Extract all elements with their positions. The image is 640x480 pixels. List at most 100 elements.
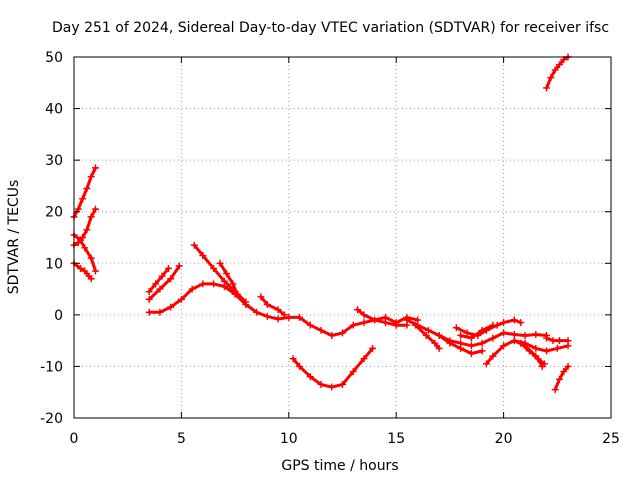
series-arc-19 xyxy=(510,337,546,370)
data-point xyxy=(76,264,84,272)
y-tick-label: 40 xyxy=(45,102,63,118)
series-arc-1 xyxy=(70,164,99,221)
data-point xyxy=(517,339,525,347)
data-point xyxy=(525,347,533,355)
data-point xyxy=(560,368,568,376)
series-line xyxy=(72,166,97,219)
data-point xyxy=(478,347,486,355)
data-point xyxy=(87,213,95,221)
data-point xyxy=(478,339,486,347)
data-point xyxy=(156,308,164,316)
data-point xyxy=(76,236,84,244)
series-arc-9 xyxy=(216,259,241,298)
data-point xyxy=(91,267,99,275)
data-point xyxy=(210,280,218,288)
data-point xyxy=(500,342,508,350)
series-arc-15 xyxy=(435,331,486,358)
series-line xyxy=(545,55,570,90)
data-point xyxy=(534,355,542,363)
data-point xyxy=(551,386,559,394)
x-axis-title: GPS time / hours xyxy=(281,458,398,474)
data-point xyxy=(242,298,250,306)
data-point xyxy=(281,311,289,319)
data-point xyxy=(543,347,551,355)
data-point xyxy=(435,344,443,352)
data-point xyxy=(199,280,207,288)
series-arc-8 xyxy=(190,241,250,306)
data-point xyxy=(564,362,572,370)
data-point xyxy=(87,173,95,181)
series-arc-5 xyxy=(145,264,173,296)
data-point xyxy=(551,66,559,74)
data-point xyxy=(360,319,368,327)
data-point xyxy=(422,331,430,339)
data-point xyxy=(81,244,89,252)
y-tick-label: 20 xyxy=(45,205,63,221)
y-tick-label: -20 xyxy=(40,411,63,427)
series-line xyxy=(484,339,570,366)
data-point xyxy=(87,254,95,262)
data-point xyxy=(296,362,304,370)
data-point xyxy=(424,326,432,334)
data-point xyxy=(403,316,411,324)
data-point xyxy=(274,315,282,323)
plot-frame xyxy=(73,56,612,419)
data-point xyxy=(489,334,497,342)
data-point xyxy=(296,313,304,321)
series-arc-14 xyxy=(412,321,443,352)
data-point xyxy=(339,329,346,337)
data-series xyxy=(70,53,572,394)
series-arc-6 xyxy=(145,262,183,303)
x-tick-labels: 0 5 10 15 20 25 xyxy=(70,431,620,447)
y-tick-label: -10 xyxy=(40,359,63,375)
data-point xyxy=(457,331,465,339)
data-point xyxy=(532,344,540,352)
data-point xyxy=(328,331,336,339)
data-point xyxy=(229,280,237,288)
series-arc-23 xyxy=(543,53,572,92)
data-point xyxy=(555,337,563,345)
data-point xyxy=(81,267,89,275)
data-point xyxy=(156,285,164,293)
data-point xyxy=(145,295,153,303)
data-point xyxy=(349,321,357,329)
data-point xyxy=(167,275,175,283)
data-point xyxy=(532,330,540,338)
data-point xyxy=(188,285,196,293)
data-point xyxy=(91,205,99,213)
data-point xyxy=(517,319,525,327)
data-point xyxy=(510,337,518,345)
data-point xyxy=(354,306,362,314)
grid-lines xyxy=(74,57,611,418)
data-point xyxy=(317,326,325,334)
data-point xyxy=(349,368,357,376)
data-point xyxy=(489,321,497,329)
data-point xyxy=(549,337,557,345)
data-point xyxy=(489,352,497,360)
series-line xyxy=(553,364,570,392)
data-point xyxy=(446,339,454,347)
y-tick-label: 10 xyxy=(45,256,63,272)
data-point xyxy=(216,259,224,267)
data-point xyxy=(317,380,325,388)
data-point xyxy=(412,321,420,329)
data-point xyxy=(543,334,551,342)
x-tick-label: 20 xyxy=(495,431,513,447)
series-line xyxy=(291,346,375,389)
data-point xyxy=(478,326,486,334)
data-point xyxy=(177,295,185,303)
y-tick-label: 30 xyxy=(45,153,63,169)
data-point xyxy=(158,272,166,280)
data-point xyxy=(555,61,563,69)
data-point xyxy=(392,319,400,327)
data-point xyxy=(285,313,293,321)
data-point xyxy=(467,350,475,358)
data-point xyxy=(360,311,368,319)
data-point xyxy=(467,342,475,350)
data-point xyxy=(457,344,465,352)
data-point xyxy=(431,339,439,347)
data-point xyxy=(167,303,175,311)
data-point xyxy=(463,329,471,337)
data-point xyxy=(553,344,561,352)
